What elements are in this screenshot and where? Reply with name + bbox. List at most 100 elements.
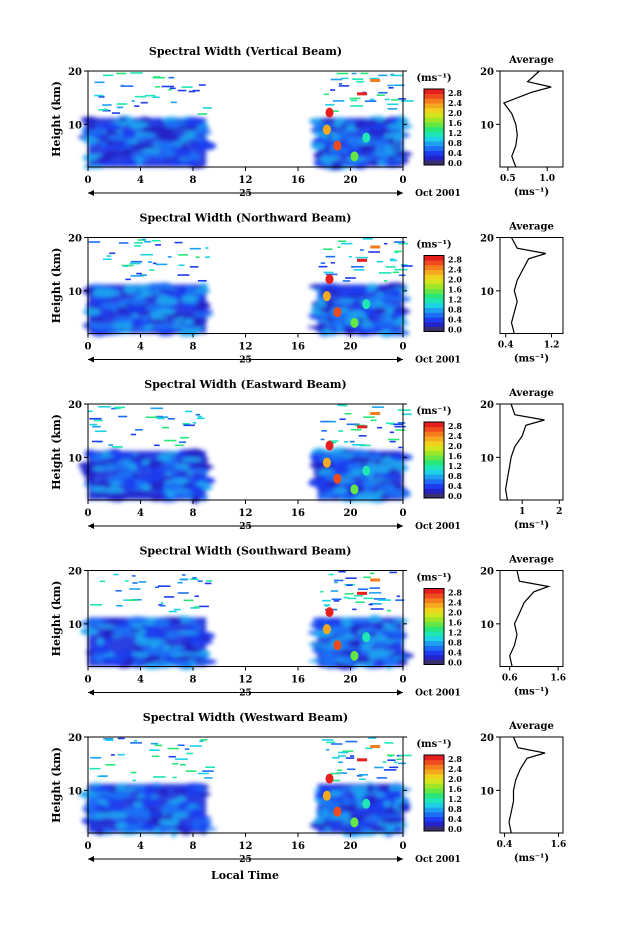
profile-y-tick-label: 10 xyxy=(480,287,494,298)
heatmap-cell xyxy=(99,580,105,583)
heatmap-cell xyxy=(133,644,141,653)
heatmap-cell xyxy=(189,247,201,250)
heatmap-cell xyxy=(373,307,387,315)
heatmap-cell xyxy=(337,246,341,248)
heatmap-cell xyxy=(174,758,188,760)
heatmap-cell xyxy=(152,262,157,265)
heatmap-cell xyxy=(319,493,336,499)
heatmap-cell xyxy=(140,465,148,473)
heatmap-cell xyxy=(116,72,127,75)
heatmap-cell xyxy=(330,261,335,264)
heatmap-cell xyxy=(389,289,402,297)
heatmap-cell xyxy=(179,763,186,766)
heatmap-cell xyxy=(98,109,109,111)
y-axis-label: Height (km) xyxy=(50,81,63,157)
profile-x-tick-label: 1.2 xyxy=(544,341,560,351)
heatmap-cell xyxy=(352,608,357,611)
heatmap-cell xyxy=(163,482,184,491)
heatmap-cell xyxy=(390,259,398,262)
colorbar-tick-label: 0.4 xyxy=(448,648,462,658)
colorbar-swatch xyxy=(424,89,444,95)
heatmap-cell xyxy=(155,263,168,266)
heatmap-cell xyxy=(362,465,371,476)
x-tick-label: 4 xyxy=(137,841,144,852)
heatmap-cell xyxy=(92,425,101,428)
heatmap-cell xyxy=(102,258,112,261)
heatmap-cell xyxy=(163,596,175,598)
heatmap-cell xyxy=(394,250,402,253)
heatmap-cell xyxy=(337,769,343,772)
heatmap-cell xyxy=(350,317,359,328)
heatmap-cell xyxy=(387,630,405,635)
heatmap-cell xyxy=(369,592,382,594)
heatmap-cell xyxy=(366,784,374,793)
heatmap-cell xyxy=(183,318,194,326)
profile-frame xyxy=(499,403,564,501)
heatmap-cell xyxy=(162,644,171,652)
heatmap-cell xyxy=(338,761,343,764)
heatmap-cell xyxy=(114,406,126,409)
heatmap-cell xyxy=(333,473,342,484)
heatmap-cell xyxy=(359,778,366,781)
colorbar-swatch xyxy=(424,122,444,128)
heatmap-cell xyxy=(155,586,160,589)
heatmap-cell xyxy=(138,581,147,583)
heatmap-cell xyxy=(119,329,132,334)
colorbar-swatch xyxy=(424,146,444,152)
heatmap-cell xyxy=(322,624,331,635)
heatmap-cell xyxy=(369,587,380,589)
x-axis-label: Local Time xyxy=(211,869,279,882)
heatmap-cell xyxy=(362,483,376,489)
heatmap-cell xyxy=(110,463,128,469)
heatmap-cell xyxy=(356,775,363,777)
heatmap-cell xyxy=(345,757,355,759)
heatmap-cell xyxy=(389,258,395,261)
heatmap-cell xyxy=(367,615,382,623)
heatmap-cell xyxy=(92,804,107,811)
heatmap-cell xyxy=(171,477,189,485)
heatmap-cell xyxy=(364,492,381,500)
heatmap-cell xyxy=(171,660,193,668)
heatmap-cell xyxy=(182,125,199,131)
heatmap-cell xyxy=(385,266,396,268)
profile-y-tick-label: 20 xyxy=(480,567,494,578)
heatmap-cell xyxy=(322,599,331,602)
colorbar-tick-label: 1.6 xyxy=(448,118,462,128)
colorbar-tick-label: 2.8 xyxy=(448,88,462,98)
heatmap-cell xyxy=(375,648,391,658)
heatmap-cell xyxy=(132,142,149,151)
heatmap-cell xyxy=(93,419,103,422)
profile-x-tick-label: 0.5 xyxy=(500,174,516,184)
heatmap-cell xyxy=(369,77,380,80)
heatmap-cell xyxy=(362,238,373,240)
heatmap-cell xyxy=(325,605,329,607)
colorbar-swatch xyxy=(424,98,444,104)
heatmap-cell xyxy=(111,446,123,448)
heatmap-cell xyxy=(350,450,363,455)
heatmap-field xyxy=(82,282,411,338)
colorbar-tick-label: 2.4 xyxy=(448,764,462,774)
heatmap-cell xyxy=(177,89,187,92)
heatmap-cell xyxy=(105,798,124,805)
heatmap-cell xyxy=(205,247,209,249)
heatmap-cell xyxy=(123,285,139,295)
heatmap-cell xyxy=(313,124,324,132)
heatmap-cell xyxy=(149,494,165,502)
heatmap-cell xyxy=(328,110,339,112)
heatmap-cell xyxy=(89,417,102,420)
heatmap-cell xyxy=(368,251,380,253)
heatmap-cell xyxy=(345,577,357,579)
heatmap-cell xyxy=(319,155,336,164)
heatmap-cell xyxy=(357,591,368,595)
heatmap-cell xyxy=(117,620,126,627)
heatmap-cell xyxy=(113,317,134,323)
heatmap-cell xyxy=(116,103,128,105)
heatmap-cell xyxy=(372,463,396,470)
colorbar-swatch xyxy=(424,441,444,447)
heatmap-cell xyxy=(169,158,184,167)
heatmap-cell xyxy=(321,430,328,432)
x-tick-label: 12 xyxy=(239,175,253,186)
heatmap-cell xyxy=(390,453,413,461)
colorbar-swatch xyxy=(424,645,444,651)
heatmap-cell xyxy=(159,817,180,827)
